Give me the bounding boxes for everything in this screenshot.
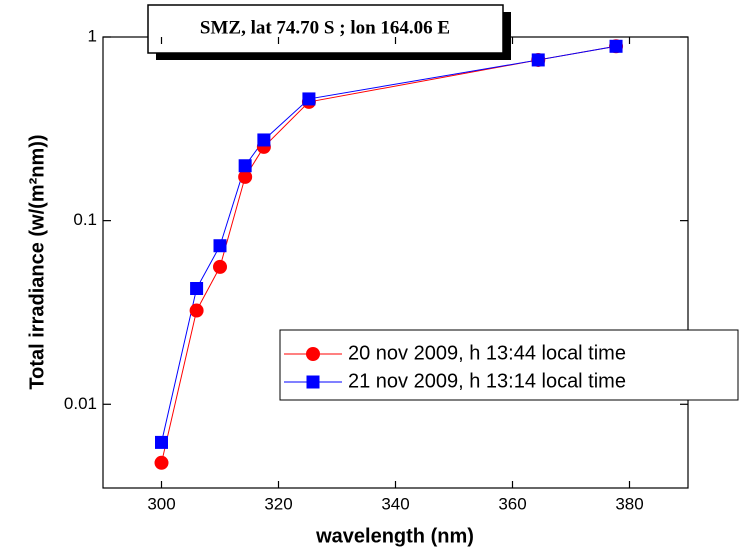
y-tick-label: 1 xyxy=(88,26,97,45)
data-point xyxy=(238,169,253,184)
x-tick-label: 320 xyxy=(264,494,292,513)
data-point xyxy=(213,259,227,274)
x-tick-label: 340 xyxy=(381,494,409,513)
x-tick-label: 300 xyxy=(147,494,175,513)
plot-frame xyxy=(102,36,689,489)
data-point xyxy=(609,39,623,53)
data-point xyxy=(155,435,168,449)
data-point xyxy=(189,303,204,318)
y-axis-label: Total irradiance (w/(m²nm)) xyxy=(26,134,48,389)
legend-label: 21 nov 2009, h 13:14 local time xyxy=(348,370,626,392)
y-tick-label: 0.01 xyxy=(64,394,97,413)
legend-marker xyxy=(306,347,320,361)
data-point xyxy=(302,92,316,106)
legend-label: 20 nov 2009, h 13:44 local time xyxy=(348,342,626,364)
data-point xyxy=(531,53,545,67)
legend-box xyxy=(279,329,739,401)
x-axis-label: wavelength (nm) xyxy=(315,525,474,547)
annotation-box xyxy=(147,4,504,54)
data-point xyxy=(257,133,271,147)
legend-marker xyxy=(306,375,320,389)
data-point xyxy=(213,239,227,253)
y-tick-label: 0.1 xyxy=(73,210,97,229)
annotation: SMZ, lat 74.70 S ; lon 164.06 E xyxy=(200,17,450,38)
x-tick-label: 360 xyxy=(498,494,526,513)
x-tick-label: 380 xyxy=(615,494,643,513)
series-line xyxy=(161,45,617,443)
data-point xyxy=(154,455,169,470)
data-point xyxy=(190,282,204,296)
data-point xyxy=(238,159,252,173)
